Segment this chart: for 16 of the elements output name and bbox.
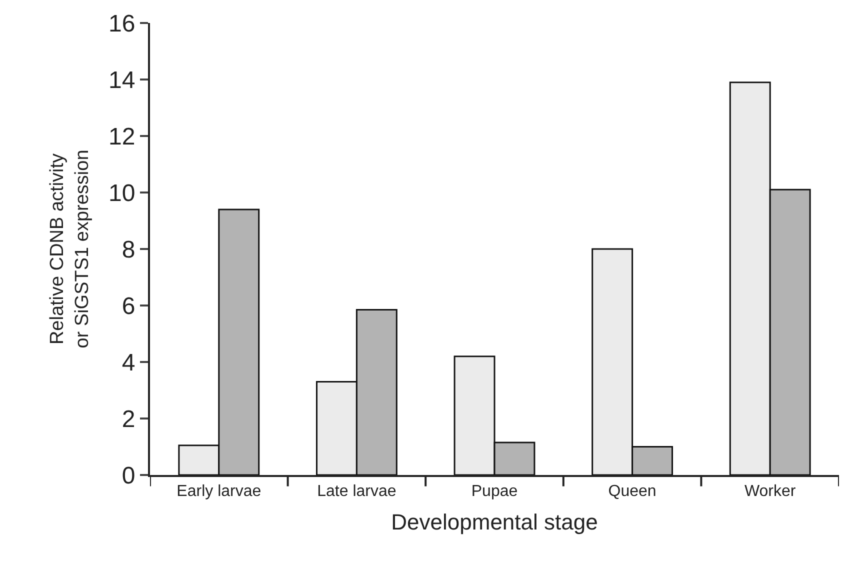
y-tick-label: 10	[108, 180, 136, 207]
y-tick-label: 8	[122, 236, 136, 264]
x-tick-label: Late larvae	[317, 483, 396, 500]
x-axis-title: Developmental stage	[391, 510, 598, 535]
x-tick-label: Early larvae	[176, 483, 262, 500]
y-tick-label: 0	[122, 462, 136, 490]
y-tick-label: 6	[122, 292, 136, 320]
y-tick-label: 4	[122, 349, 136, 376]
y-tick-label: 16	[108, 10, 136, 38]
x-tick-label: Pupae	[471, 483, 518, 500]
y-tick-label: 2	[122, 406, 136, 433]
y-tick-label: 14	[108, 66, 136, 94]
y-axis-title: Relative CDNB activity or SiGSTS1 expression	[47, 150, 93, 348]
x-tick-label: Queen	[608, 483, 656, 500]
y-tick-label: 12	[108, 123, 136, 150]
x-tick-label: Worker	[744, 483, 796, 500]
